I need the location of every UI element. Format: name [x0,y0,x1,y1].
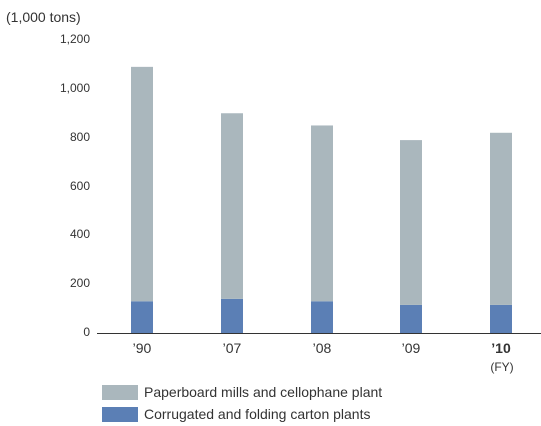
bars-group [131,66,512,333]
x-tick-label: ’08 [312,340,332,356]
bar-paperboard-2 [311,125,333,302]
bar-paperboard-1 [221,113,243,299]
x-tick-label: ’10 [491,340,511,356]
legend-swatch-paperboard [102,384,138,400]
bar-paperboard-3 [400,140,422,305]
bar-corrugated-0 [131,301,153,333]
legend-swatch-corrugated [102,406,138,422]
y-tick-label: 0 [83,325,90,339]
bar-paperboard-4 [490,132,512,305]
y-unit-label: (1,000 tons) [6,9,81,25]
legend-label-corrugated: Corrugated and folding carton plants [144,406,371,422]
legend-item-corrugated: Corrugated and folding carton plants [102,404,382,424]
y-tick-label: 800 [69,129,90,144]
y-tick-label: 400 [69,227,90,242]
y-tick-label: 1,200 [59,32,90,46]
bar-corrugated-2 [311,301,333,333]
bar-paperboard-0 [131,66,153,302]
bar-chart [97,66,541,334]
x-unit-label: (FY) [490,360,514,374]
legend: Paperboard mills and cellophane plant Co… [102,382,382,426]
y-tick-label: 200 [69,276,90,291]
bar-corrugated-1 [221,298,243,333]
bar-corrugated-3 [400,304,422,333]
bar-corrugated-4 [490,304,512,333]
y-tick-label: 1,000 [59,80,90,95]
y-tick-label: 600 [69,178,90,193]
legend-item-paperboard: Paperboard mills and cellophane plant [102,382,382,402]
legend-label-paperboard: Paperboard mills and cellophane plant [144,384,383,400]
x-tick-label: ’90 [132,340,152,356]
x-tick-label: ’07 [222,340,242,356]
x-tick-label: ’09 [401,340,421,356]
